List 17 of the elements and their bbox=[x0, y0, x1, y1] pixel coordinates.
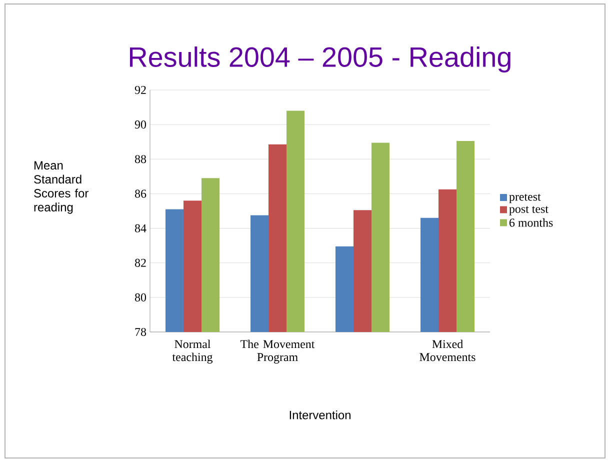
legend-label: 6 months bbox=[510, 218, 553, 227]
y-tick-label: 90 bbox=[134, 120, 146, 129]
y-axis-title: Mean Standard Scores for reading bbox=[34, 161, 88, 214]
x-tick-label: The Movement Program bbox=[240, 340, 315, 364]
y-tick-label: 84 bbox=[134, 224, 146, 232]
y-tick-label: 78 bbox=[135, 328, 146, 336]
x-tick-label: Mixed Movements bbox=[420, 340, 476, 362]
y-tick-label: 80 bbox=[134, 293, 146, 302]
chart-title: Results 2004 – 2005 - Reading bbox=[130, 46, 510, 72]
y-tick-label: 86 bbox=[134, 190, 146, 198]
legend-label: post test bbox=[509, 206, 548, 216]
y-tick-label: 82 bbox=[134, 258, 146, 267]
y-tick-label: 88 bbox=[134, 155, 146, 164]
x-tick-label: Normal teaching bbox=[172, 340, 213, 364]
x-axis-title: Intervention bbox=[290, 410, 350, 420]
legend-label: pretest bbox=[509, 194, 541, 204]
y-tick-label: 92 bbox=[134, 86, 146, 94]
